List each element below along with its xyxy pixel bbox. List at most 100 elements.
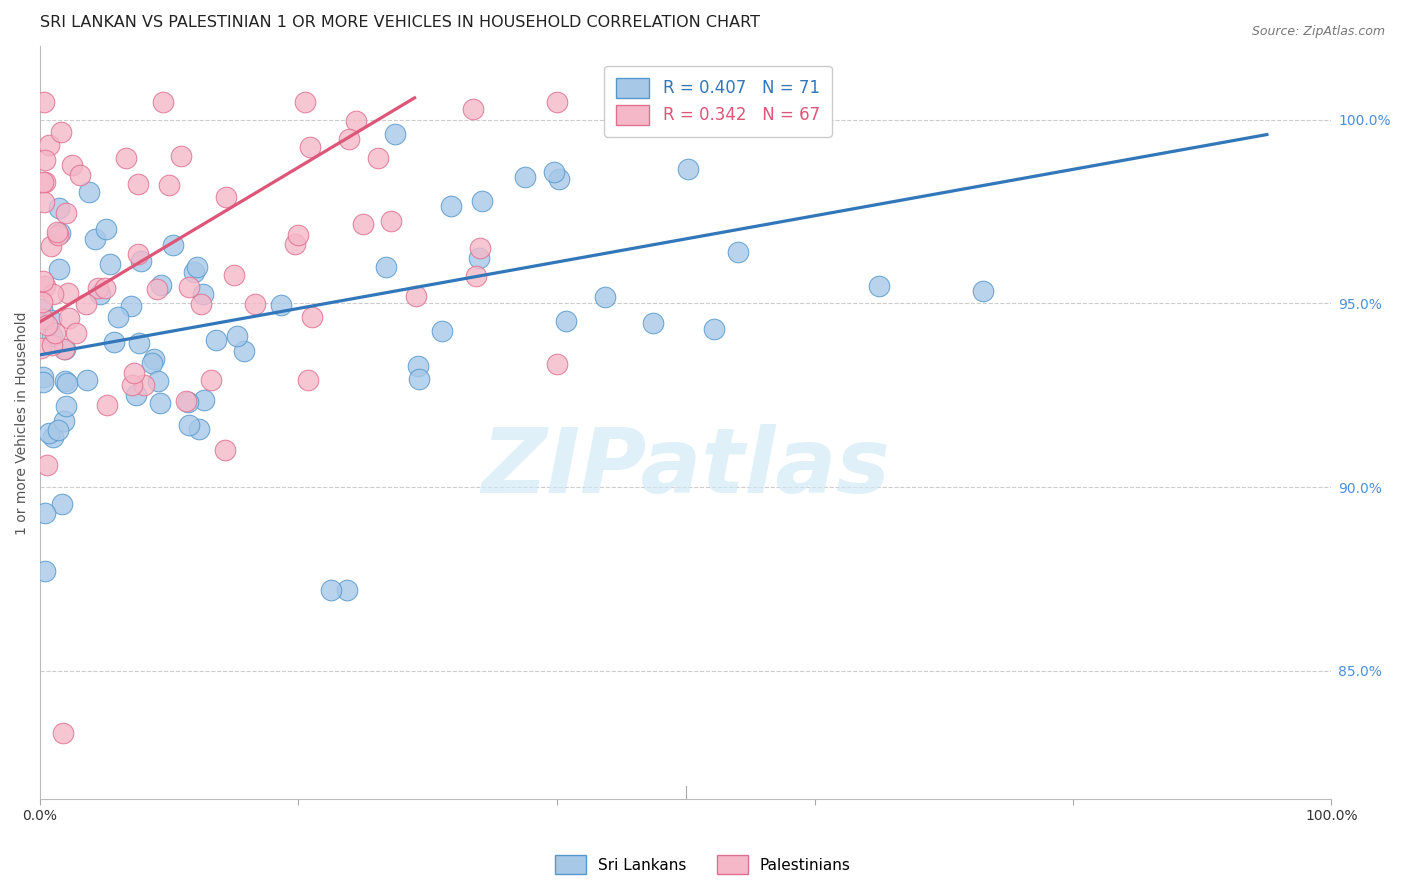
Point <box>193 286 215 301</box>
Point <box>177 279 200 293</box>
Point <box>38 138 60 153</box>
Point <box>187 422 209 436</box>
Point <box>546 95 568 109</box>
Point <box>193 393 215 408</box>
Point <box>51 125 73 139</box>
Point <box>727 244 749 259</box>
Point <box>32 175 55 189</box>
Point <box>543 165 565 179</box>
Point <box>468 251 491 265</box>
Point <box>190 296 212 310</box>
Point <box>298 140 321 154</box>
Point <box>34 194 56 209</box>
Point <box>94 222 117 236</box>
Legend: R = 0.407   N = 71, R = 0.342   N = 67: R = 0.407 N = 71, R = 0.342 N = 67 <box>605 66 831 136</box>
Point <box>93 280 115 294</box>
Point <box>555 314 578 328</box>
Point <box>284 236 307 251</box>
Point <box>107 310 129 325</box>
Point <box>301 310 323 325</box>
Text: ZIPatlas: ZIPatlas <box>481 424 890 512</box>
Point <box>546 357 568 371</box>
Point <box>143 351 166 366</box>
Point <box>34 95 56 109</box>
Point <box>162 237 184 252</box>
Point <box>380 214 402 228</box>
Point <box>41 329 63 343</box>
Point <box>48 261 70 276</box>
Point <box>869 278 891 293</box>
Point <box>297 373 319 387</box>
Point <box>34 506 56 520</box>
Point <box>38 425 60 440</box>
Text: SRI LANKAN VS PALESTINIAN 1 OR MORE VEHICLES IN HOUSEHOLD CORRELATION CHART: SRI LANKAN VS PALESTINIAN 1 OR MORE VEHI… <box>41 15 761 30</box>
Point <box>294 95 316 109</box>
Point <box>243 297 266 311</box>
Point <box>703 322 725 336</box>
Point <box>337 132 360 146</box>
Point <box>42 287 65 301</box>
Point <box>131 254 153 268</box>
Point <box>39 313 62 327</box>
Point <box>186 260 208 275</box>
Point <box>31 376 53 390</box>
Text: Source: ZipAtlas.com: Source: ZipAtlas.com <box>1251 25 1385 38</box>
Point <box>34 175 56 189</box>
Point <box>205 333 228 347</box>
Point <box>127 246 149 260</box>
Point <box>972 284 994 298</box>
Point <box>31 294 53 309</box>
Point <box>44 326 66 341</box>
Point <box>319 582 342 597</box>
Point <box>121 299 143 313</box>
Point <box>676 162 699 177</box>
Point <box>716 116 738 130</box>
Point <box>75 297 97 311</box>
Point <box>132 378 155 392</box>
Point <box>225 328 247 343</box>
Point <box>53 413 76 427</box>
Point <box>125 388 148 402</box>
Point <box>177 418 200 433</box>
Point <box>42 430 65 444</box>
Point <box>65 326 87 340</box>
Point <box>115 151 138 165</box>
Point <box>58 285 80 300</box>
Point <box>643 316 665 330</box>
Point <box>183 265 205 279</box>
Point <box>374 260 396 274</box>
Point <box>215 189 238 203</box>
Point <box>405 288 427 302</box>
Point <box>46 225 69 239</box>
Point <box>76 373 98 387</box>
Point <box>270 298 292 312</box>
Point <box>367 152 389 166</box>
Point <box>34 279 56 293</box>
Point <box>41 338 63 352</box>
Point <box>408 372 430 386</box>
Point <box>53 342 76 356</box>
Point <box>688 95 710 109</box>
Point <box>86 281 108 295</box>
Point <box>41 239 63 253</box>
Y-axis label: 1 or more Vehicles in Household: 1 or more Vehicles in Household <box>15 311 30 534</box>
Point <box>352 217 374 231</box>
Point <box>148 374 170 388</box>
Point <box>83 232 105 246</box>
Point <box>48 201 70 215</box>
Point <box>127 177 149 191</box>
Point <box>53 375 76 389</box>
Point <box>98 257 121 271</box>
Point <box>69 168 91 182</box>
Point <box>37 318 59 333</box>
Point <box>146 282 169 296</box>
Point <box>593 290 616 304</box>
Point <box>46 423 69 437</box>
Point <box>60 158 83 172</box>
Point <box>34 565 56 579</box>
Point <box>177 394 200 409</box>
Point <box>122 366 145 380</box>
Point <box>32 369 55 384</box>
Point <box>128 336 150 351</box>
Point <box>58 311 80 326</box>
